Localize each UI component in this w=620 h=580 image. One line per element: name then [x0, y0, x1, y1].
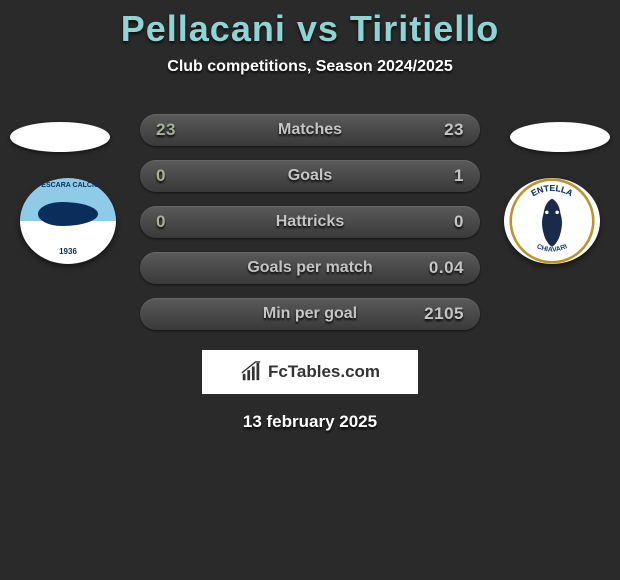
bar-chart-icon: [240, 361, 262, 383]
stat-label: Matches: [140, 121, 480, 139]
stat-label: Min per goal: [140, 305, 480, 323]
subtitle: Club competitions, Season 2024/2025: [0, 58, 620, 76]
dolphin-icon: [38, 202, 98, 226]
club-badge-left: PESCARA CALCIO 1936: [20, 178, 116, 264]
club-badge-left-year: 1936: [20, 247, 116, 256]
stat-row-min-per-goal: Min per goal 2105: [140, 298, 480, 330]
club-badge-left-name: PESCARA CALCIO: [20, 182, 116, 189]
club-badges-row: PESCARA CALCIO 1936 ENTELLA ENTELLA: [0, 178, 620, 264]
club-badge-right-svg: ENTELLA ENTELLA CHIAVARI: [504, 178, 600, 264]
footer-date: 13 february 2025: [0, 412, 620, 432]
club-badge-right: ENTELLA ENTELLA CHIAVARI: [504, 178, 600, 264]
stat-row-matches: 23 Matches 23: [140, 114, 480, 146]
footer-brand-text: FcTables.com: [268, 362, 380, 382]
club-badge-left-emblem: [33, 202, 103, 244]
footer-brand-box: FcTables.com: [202, 350, 418, 394]
page-title: Pellacani vs Tiritiello: [0, 8, 620, 50]
